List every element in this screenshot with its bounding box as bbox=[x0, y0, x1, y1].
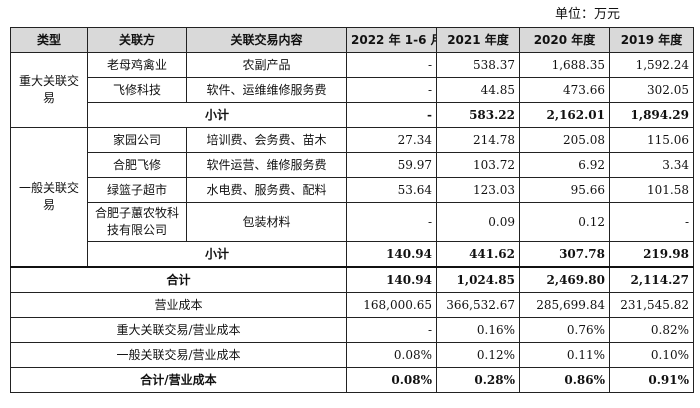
value-cell: 0.09 bbox=[436, 202, 520, 242]
value-cell: 583.22 bbox=[436, 102, 520, 128]
value-cell: - bbox=[346, 52, 437, 78]
value-cell: 0.08% bbox=[346, 367, 437, 393]
party-cell: 家园公司 bbox=[87, 127, 187, 153]
total-ratio-label: 合计/营业成本 bbox=[10, 367, 347, 393]
value-cell: 231,545.82 bbox=[609, 292, 694, 318]
value-cell: 0.11% bbox=[519, 342, 610, 368]
value-cell: 59.97 bbox=[346, 152, 437, 178]
value-cell: 168,000.65 bbox=[346, 292, 437, 318]
value-cell: 103.72 bbox=[436, 152, 520, 178]
type-general: 一般关联交易 bbox=[10, 127, 88, 268]
value-cell: 0.08% bbox=[346, 342, 437, 368]
general-ratio-label: 一般关联交易/营业成本 bbox=[10, 342, 347, 368]
value-cell: 0.12 bbox=[519, 202, 610, 242]
value-cell: 1,688.35 bbox=[519, 52, 610, 78]
party-cell: 飞修科技 bbox=[87, 77, 187, 103]
value-cell: 538.37 bbox=[436, 52, 520, 78]
value-cell: 2,469.80 bbox=[519, 266, 610, 293]
subtotal-label: 小计 bbox=[87, 102, 347, 128]
operating-cost-label: 营业成本 bbox=[10, 292, 347, 318]
value-cell: - bbox=[609, 202, 694, 242]
content-cell: 水电费、服务费、配料 bbox=[186, 177, 347, 203]
value-cell: 219.98 bbox=[609, 241, 694, 268]
value-cell: 1,894.29 bbox=[609, 102, 694, 128]
value-cell: 2,114.27 bbox=[609, 266, 694, 293]
value-cell: 473.66 bbox=[519, 77, 610, 103]
related-transactions-table: 类型 关联方 关联交易内容 2022 年 1-6 月 2021 年度 2020 … bbox=[10, 27, 694, 393]
value-cell: - bbox=[346, 102, 437, 128]
value-cell: 214.78 bbox=[436, 127, 520, 153]
value-cell: 0.76% bbox=[519, 317, 610, 343]
unit-label: 单位：万元 bbox=[554, 7, 620, 22]
value-cell: 140.94 bbox=[346, 241, 437, 268]
value-cell: 53.64 bbox=[346, 177, 437, 203]
content-cell: 包装材料 bbox=[186, 202, 347, 242]
value-cell: 0.86% bbox=[519, 367, 610, 393]
value-cell: 1,024.85 bbox=[436, 266, 520, 293]
value-cell: 366,532.67 bbox=[436, 292, 520, 318]
value-cell: 6.92 bbox=[519, 152, 610, 178]
value-cell: 0.91% bbox=[609, 367, 694, 393]
total-row: 合计 140.94 1,024.85 2,469.80 2,114.27 bbox=[10, 266, 694, 293]
table-row: 重大关联交易 老母鸡禽业 农副产品 - 538.37 1,688.35 1,59… bbox=[10, 52, 694, 128]
value-cell: - bbox=[346, 77, 437, 103]
value-cell: - bbox=[346, 202, 437, 242]
operating-cost-row: 营业成本 168,000.65 366,532.67 285,699.84 23… bbox=[10, 292, 694, 318]
value-cell: 205.08 bbox=[519, 127, 610, 153]
content-cell: 培训费、会务费、苗木 bbox=[186, 127, 347, 153]
general-ratio-row: 一般关联交易/营业成本 0.08% 0.12% 0.11% 0.10% bbox=[10, 342, 694, 368]
header-row: 类型 关联方 关联交易内容 2022 年 1-6 月 2021 年度 2020 … bbox=[10, 27, 694, 53]
value-cell: 307.78 bbox=[519, 241, 610, 268]
header-content: 关联交易内容 bbox=[186, 27, 347, 53]
value-cell: 0.82% bbox=[609, 317, 694, 343]
subtotal-label: 小计 bbox=[87, 241, 347, 268]
header-2022h1: 2022 年 1-6 月 bbox=[346, 27, 437, 53]
value-cell: 285,699.84 bbox=[519, 292, 610, 318]
table-row: 绿篮子超市 水电费、服务费、配料 53.64 123.03 95.66 101.… bbox=[11, 177, 694, 203]
header-2020: 2020 年度 bbox=[519, 27, 610, 53]
value-cell: 27.34 bbox=[346, 127, 437, 153]
subtotal-row: 小计 - 583.22 2,162.01 1,894.29 bbox=[11, 102, 694, 128]
value-cell: 140.94 bbox=[346, 266, 437, 293]
total-label: 合计 bbox=[10, 266, 347, 293]
subtotal-row: 小计 140.94 441.62 307.78 219.98 bbox=[11, 241, 694, 268]
party-cell: 合肥子蕙农牧科技有限公司 bbox=[87, 202, 187, 242]
total-ratio-row: 合计/营业成本 0.08% 0.28% 0.86% 0.91% bbox=[10, 367, 694, 393]
table-row: 飞修科技 软件、运维维修服务费 - 44.85 473.66 302.05 bbox=[11, 77, 694, 103]
party-cell: 绿篮子超市 bbox=[87, 177, 187, 203]
value-cell: 101.58 bbox=[609, 177, 694, 203]
header-type: 类型 bbox=[10, 27, 88, 53]
value-cell: 44.85 bbox=[436, 77, 520, 103]
party-cell: 合肥飞修 bbox=[87, 152, 187, 178]
value-cell: 3.34 bbox=[609, 152, 694, 178]
value-cell: 115.06 bbox=[609, 127, 694, 153]
content-cell: 农副产品 bbox=[186, 52, 347, 78]
value-cell: 302.05 bbox=[609, 77, 694, 103]
party-cell: 老母鸡禽业 bbox=[87, 52, 187, 78]
value-cell: 0.10% bbox=[609, 342, 694, 368]
table-row: 合肥飞修 软件运营、维修服务费 59.97 103.72 6.92 3.34 bbox=[11, 152, 694, 178]
header-party: 关联方 bbox=[87, 27, 187, 53]
value-cell: 95.66 bbox=[519, 177, 610, 203]
header-2019: 2019 年度 bbox=[609, 27, 694, 53]
content-cell: 软件运营、维修服务费 bbox=[186, 152, 347, 178]
content-cell: 软件、运维维修服务费 bbox=[186, 77, 347, 103]
major-ratio-row: 重大关联交易/营业成本 - 0.16% 0.76% 0.82% bbox=[10, 317, 694, 343]
value-cell: 1,592.24 bbox=[609, 52, 694, 78]
value-cell: 0.16% bbox=[436, 317, 520, 343]
value-cell: 0.12% bbox=[436, 342, 520, 368]
header-2021: 2021 年度 bbox=[436, 27, 520, 53]
value-cell: 441.62 bbox=[436, 241, 520, 268]
value-cell: - bbox=[346, 317, 437, 343]
value-cell: 123.03 bbox=[436, 177, 520, 203]
table-row: 一般关联交易 家园公司 培训费、会务费、苗木 27.34 214.78 205.… bbox=[10, 127, 694, 268]
major-ratio-label: 重大关联交易/营业成本 bbox=[10, 317, 347, 343]
value-cell: 0.28% bbox=[436, 367, 520, 393]
value-cell: 2,162.01 bbox=[519, 102, 610, 128]
table-row: 合肥子蕙农牧科技有限公司 包装材料 - 0.09 0.12 - bbox=[11, 202, 694, 242]
type-major: 重大关联交易 bbox=[10, 52, 88, 128]
